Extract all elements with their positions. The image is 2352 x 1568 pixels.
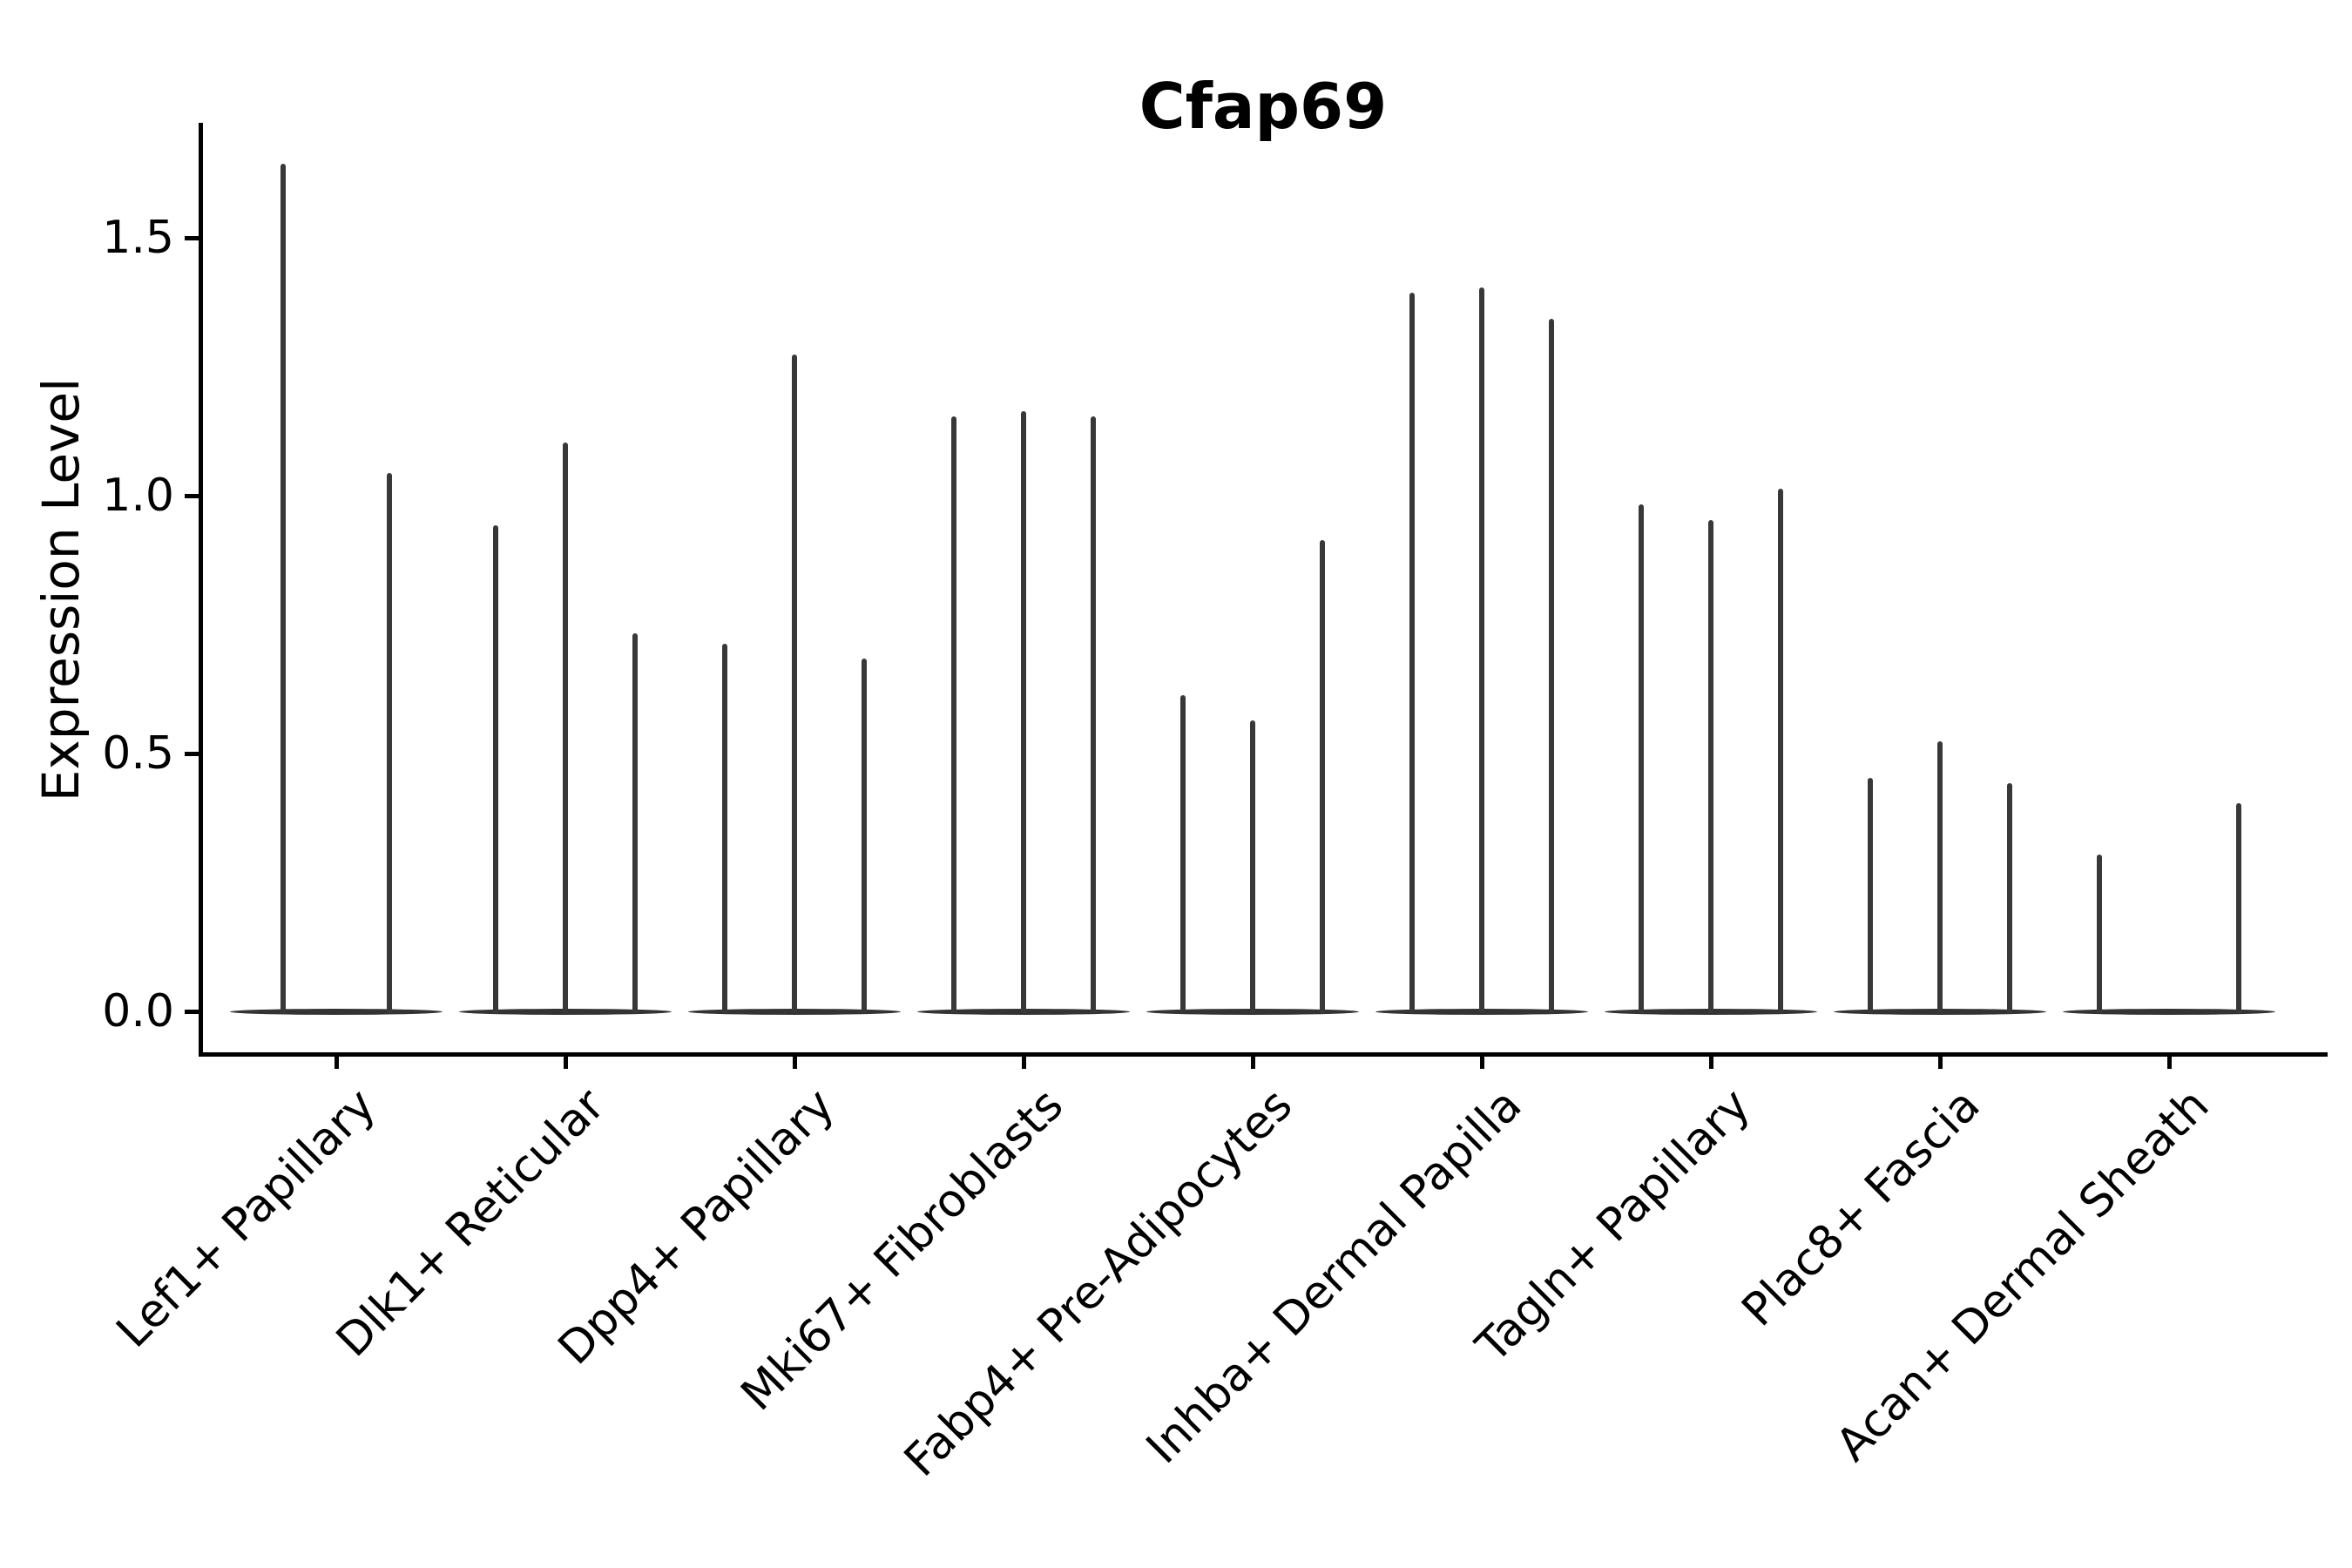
x-axis-spine <box>199 1052 2328 1057</box>
y-tick-label: 0.5 <box>102 727 174 780</box>
violin-spike <box>2236 803 2241 1013</box>
violin-spike <box>632 632 638 1013</box>
violin-spike <box>1320 540 1325 1013</box>
violin-spike <box>563 442 568 1013</box>
x-tick <box>564 1057 568 1069</box>
x-tick-label: Inhba+ Dermal Papilla <box>1136 1078 1532 1475</box>
violin-spike <box>1778 489 1783 1013</box>
x-tick <box>793 1057 797 1069</box>
x-tick <box>2167 1057 2172 1069</box>
violin-baseline <box>2063 1008 2275 1015</box>
x-tick-label: Fabp4+ Pre-Adipocytes <box>894 1078 1303 1487</box>
y-tick <box>185 1010 199 1014</box>
violin-spike <box>792 355 797 1013</box>
violin-spike <box>1409 293 1415 1013</box>
violin-spike <box>1549 318 1554 1013</box>
violin-spike <box>1708 519 1713 1013</box>
violin-spike <box>387 473 392 1013</box>
y-tick-label: 0.0 <box>102 985 174 1037</box>
y-tick <box>185 752 199 756</box>
violin-spike <box>493 524 498 1013</box>
y-tick <box>185 236 199 240</box>
chart-title: Cfap69 <box>1139 70 1388 143</box>
x-tick <box>1938 1057 1943 1069</box>
violin-spike <box>1937 741 1943 1013</box>
violin-spike <box>2007 782 2012 1013</box>
violin-spike <box>1639 504 1644 1013</box>
y-tick <box>185 494 199 498</box>
violin-spike <box>951 416 956 1013</box>
y-axis-spine <box>199 123 203 1057</box>
violin-spike <box>1250 720 1255 1013</box>
violin-spike <box>862 659 867 1013</box>
violin-spike <box>1021 411 1026 1013</box>
violin-spike <box>1479 287 1484 1013</box>
violin-spike <box>722 643 727 1013</box>
y-tick-label: 1.5 <box>102 212 174 264</box>
violin-spike <box>1180 694 1186 1013</box>
violin-spike <box>1091 416 1096 1013</box>
x-tick <box>1709 1057 1713 1069</box>
violin-spike <box>1868 777 1873 1013</box>
violin-spike <box>2097 855 2102 1013</box>
y-tick-label: 1.0 <box>102 470 174 522</box>
x-tick-label: Acan+ Dermal Sheath <box>1826 1078 2220 1472</box>
x-tick <box>1022 1057 1026 1069</box>
x-tick-label: Plac8+ Fascia <box>1732 1078 1990 1337</box>
violin-baseline <box>230 1008 443 1015</box>
x-tick <box>1480 1057 1484 1069</box>
x-tick <box>1251 1057 1255 1069</box>
x-tick <box>335 1057 339 1069</box>
violin-spike <box>280 164 286 1013</box>
